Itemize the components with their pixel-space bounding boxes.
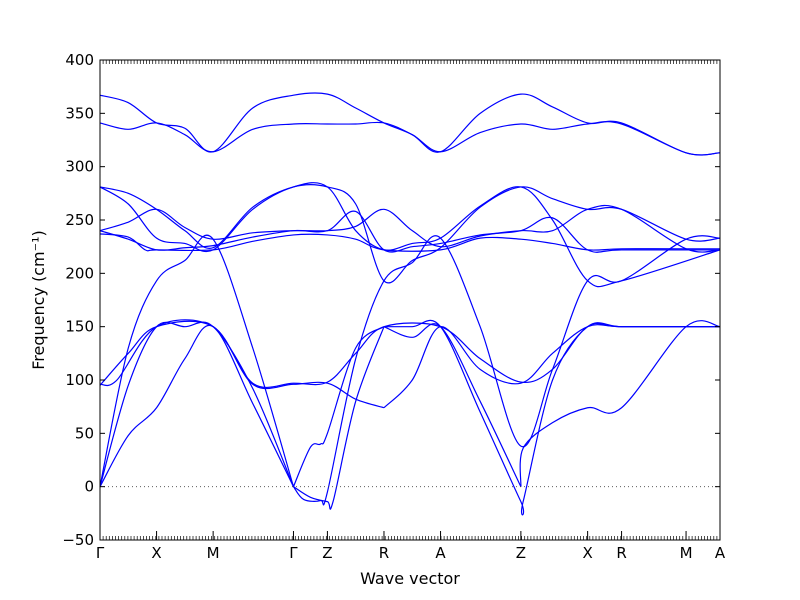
high-symmetry-label: X [151,544,161,562]
high-symmetry-label: Z [516,544,526,562]
phonon-bands [99,92,721,516]
band-1 [99,324,295,487]
y-tick-label: 150 [65,318,94,336]
axis-ticks [99,59,721,541]
y-tick-label: 300 [65,158,94,176]
y-tick-label: 200 [65,264,94,282]
y-tick-label: 0 [84,478,94,496]
y-tick-label: −50 [62,531,94,549]
y-tick-label: 350 [65,104,94,122]
plot-frame [99,59,721,541]
high-symmetry-label: M [207,544,220,562]
high-symmetry-label: Γ [96,544,105,562]
band-17 [99,184,721,284]
band-4 [519,320,721,487]
high-symmetry-label: X [582,544,592,562]
band-9 [383,324,720,409]
x-axis-label: Wave vector [360,569,460,588]
band-8 [99,320,385,409]
band-2 [292,326,385,487]
band-16 [99,182,721,288]
band-11 [99,234,295,487]
high-symmetry-label: M [680,544,693,562]
high-symmetry-label: Z [322,544,332,562]
high-symmetry-label: A [715,544,726,562]
y-tick-labels: −50 0 50 100 150 200 250 300 350 400 [62,51,94,549]
band-19 [99,92,721,156]
y-tick-label: 400 [65,51,94,69]
band-15 [99,204,721,253]
y-axis-label: Frequency (cm⁻¹) [29,230,48,369]
band-13 [99,233,720,252]
high-symmetry-label: Γ [289,544,298,562]
band-5 [99,321,295,487]
band-6 [293,326,385,510]
band-12 [292,235,721,506]
y-tick-label: 100 [65,371,94,389]
band-18 [99,121,721,156]
y-tick-label: 250 [65,211,94,229]
band-7 [383,319,720,516]
band-3 [383,323,522,487]
band-10 [99,319,720,388]
high-symmetry-label: A [435,544,446,562]
y-tick-label: 50 [75,424,94,442]
high-symmetry-label: R [616,544,626,562]
high-symmetry-label: R [379,544,389,562]
